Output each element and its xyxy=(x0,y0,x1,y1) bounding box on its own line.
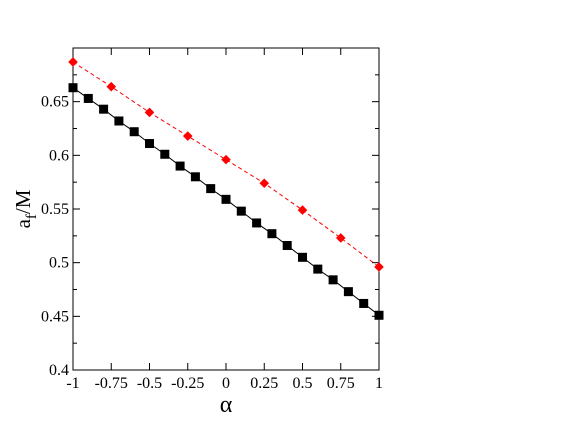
y-axis-label-rest: /M xyxy=(11,189,35,214)
series-0-point xyxy=(190,172,200,182)
x-axis-ticks: -1 -0.75 -0.5 -0.25 0 0.25 0.5 0.75 1 xyxy=(66,48,383,392)
x-tick-label: 1 xyxy=(375,375,383,392)
series-0-point xyxy=(252,218,262,228)
y-axis-ticks: 0.4 0.45 0.5 0.55 0.6 0.65 xyxy=(41,74,379,379)
y-axis-label-subscript: f xyxy=(24,214,40,219)
series-0-point xyxy=(206,184,216,194)
series-0-point xyxy=(359,298,369,308)
series-0-point xyxy=(175,161,185,171)
y-tick-label: 0.45 xyxy=(41,308,69,325)
series-1-point xyxy=(106,81,117,92)
series-1-point xyxy=(297,205,308,215)
series-1-point xyxy=(335,233,346,243)
series-0-point xyxy=(160,149,170,159)
series-1-point xyxy=(374,262,384,272)
x-axis-label: α xyxy=(220,392,233,418)
series-1-point xyxy=(221,154,231,165)
x-tick-label: 0.25 xyxy=(250,375,278,392)
y-axis-label-main: a xyxy=(11,218,35,228)
series-0-point xyxy=(343,287,353,297)
series-0-point xyxy=(267,229,277,239)
series-0-point xyxy=(129,127,139,137)
series-0-point xyxy=(298,252,307,262)
series-1-line xyxy=(72,61,380,268)
series-0-point xyxy=(374,310,384,320)
x-tick-label: 0.75 xyxy=(327,375,355,392)
series-0-point xyxy=(68,83,78,93)
x-tick-label: -0.5 xyxy=(137,375,162,392)
series-0-point xyxy=(221,194,231,204)
series-0-point xyxy=(99,104,109,114)
y-tick-label: 0.65 xyxy=(41,94,69,111)
y-tick-label: 0.5 xyxy=(49,255,69,272)
series-0-point xyxy=(282,240,292,250)
series-0-point xyxy=(313,264,323,274)
y-axis-label: af/M xyxy=(11,189,40,228)
series-1-point xyxy=(68,57,78,67)
series-1-point xyxy=(182,131,193,141)
y-tick-label: 0.55 xyxy=(41,201,69,218)
x-tick-label: -0.25 xyxy=(171,375,204,392)
series-0-point xyxy=(145,139,154,149)
series-0-point xyxy=(114,116,124,126)
plot-frame xyxy=(72,47,380,371)
series-0-point xyxy=(236,206,246,216)
series-0-point xyxy=(328,275,338,285)
series-0-point xyxy=(83,93,93,103)
x-tick-label: 0 xyxy=(222,375,230,392)
series-layer xyxy=(68,57,384,320)
y-tick-label: 0.6 xyxy=(49,147,69,164)
series-1-point xyxy=(259,178,270,189)
y-tick-label: 0.4 xyxy=(49,362,69,379)
x-tick-label: -1 xyxy=(66,375,79,392)
x-tick-label: -0.75 xyxy=(95,375,128,392)
x-tick-label: 0.5 xyxy=(293,375,313,392)
series-1-point xyxy=(144,107,155,118)
